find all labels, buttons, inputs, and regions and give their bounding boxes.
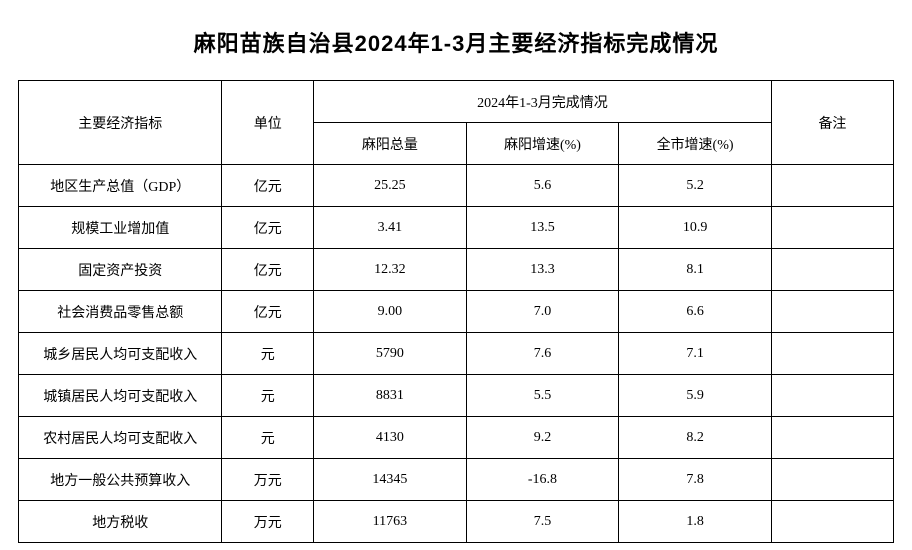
table-body: 地区生产总值（GDP）亿元25.255.65.2规模工业增加值亿元3.4113.… bbox=[19, 165, 894, 543]
cell-local-growth: 5.5 bbox=[466, 375, 619, 417]
cell-note bbox=[771, 207, 893, 249]
table-row: 地方一般公共预算收入万元14345-16.87.8 bbox=[19, 459, 894, 501]
cell-unit: 亿元 bbox=[222, 207, 314, 249]
cell-city-growth: 7.8 bbox=[619, 459, 772, 501]
cell-total: 25.25 bbox=[314, 165, 467, 207]
cell-local-growth: 13.5 bbox=[466, 207, 619, 249]
cell-indicator: 城镇居民人均可支配收入 bbox=[19, 375, 222, 417]
cell-city-growth: 8.1 bbox=[619, 249, 772, 291]
cell-city-growth: 8.2 bbox=[619, 417, 772, 459]
table-header: 主要经济指标 单位 2024年1-3月完成情况 备注 麻阳总量 麻阳增速(%) … bbox=[19, 81, 894, 165]
cell-unit: 元 bbox=[222, 375, 314, 417]
cell-note bbox=[771, 291, 893, 333]
table-row: 固定资产投资亿元12.3213.38.1 bbox=[19, 249, 894, 291]
table-row: 农村居民人均可支配收入元41309.28.2 bbox=[19, 417, 894, 459]
cell-city-growth: 7.1 bbox=[619, 333, 772, 375]
col-header-total: 麻阳总量 bbox=[314, 123, 467, 165]
cell-local-growth: -16.8 bbox=[466, 459, 619, 501]
cell-total: 4130 bbox=[314, 417, 467, 459]
cell-unit: 亿元 bbox=[222, 165, 314, 207]
cell-total: 11763 bbox=[314, 501, 467, 543]
cell-total: 12.32 bbox=[314, 249, 467, 291]
table-row: 城乡居民人均可支配收入元57907.67.1 bbox=[19, 333, 894, 375]
table-row: 城镇居民人均可支配收入元88315.55.9 bbox=[19, 375, 894, 417]
cell-total: 9.00 bbox=[314, 291, 467, 333]
col-header-local-growth: 麻阳增速(%) bbox=[466, 123, 619, 165]
table-row: 社会消费品零售总额亿元9.007.06.6 bbox=[19, 291, 894, 333]
cell-local-growth: 9.2 bbox=[466, 417, 619, 459]
cell-note bbox=[771, 501, 893, 543]
cell-local-growth: 7.0 bbox=[466, 291, 619, 333]
cell-indicator: 地方一般公共预算收入 bbox=[19, 459, 222, 501]
table-row: 地区生产总值（GDP）亿元25.255.65.2 bbox=[19, 165, 894, 207]
cell-local-growth: 13.3 bbox=[466, 249, 619, 291]
cell-city-growth: 6.6 bbox=[619, 291, 772, 333]
table-row: 地方税收万元117637.51.8 bbox=[19, 501, 894, 543]
cell-unit: 万元 bbox=[222, 459, 314, 501]
cell-local-growth: 5.6 bbox=[466, 165, 619, 207]
cell-city-growth: 1.8 bbox=[619, 501, 772, 543]
table-header-row-1: 主要经济指标 单位 2024年1-3月完成情况 备注 bbox=[19, 81, 894, 123]
cell-note bbox=[771, 459, 893, 501]
col-header-unit: 单位 bbox=[222, 81, 314, 165]
cell-indicator: 地区生产总值（GDP） bbox=[19, 165, 222, 207]
cell-note bbox=[771, 375, 893, 417]
cell-note bbox=[771, 417, 893, 459]
cell-total: 5790 bbox=[314, 333, 467, 375]
cell-total: 8831 bbox=[314, 375, 467, 417]
cell-city-growth: 10.9 bbox=[619, 207, 772, 249]
cell-city-growth: 5.2 bbox=[619, 165, 772, 207]
cell-note bbox=[771, 249, 893, 291]
cell-indicator: 社会消费品零售总额 bbox=[19, 291, 222, 333]
economic-indicators-table: 主要经济指标 单位 2024年1-3月完成情况 备注 麻阳总量 麻阳增速(%) … bbox=[18, 80, 894, 543]
cell-local-growth: 7.5 bbox=[466, 501, 619, 543]
page-title: 麻阳苗族自治县2024年1-3月主要经济指标完成情况 bbox=[18, 26, 894, 58]
table-row: 规模工业增加值亿元3.4113.510.9 bbox=[19, 207, 894, 249]
col-header-indicator: 主要经济指标 bbox=[19, 81, 222, 165]
cell-unit: 亿元 bbox=[222, 249, 314, 291]
col-header-note: 备注 bbox=[771, 81, 893, 165]
cell-total: 3.41 bbox=[314, 207, 467, 249]
page-container: 麻阳苗族自治县2024年1-3月主要经济指标完成情况 主要经济指标 单位 202… bbox=[0, 0, 912, 550]
cell-unit: 万元 bbox=[222, 501, 314, 543]
cell-note bbox=[771, 165, 893, 207]
col-header-group: 2024年1-3月完成情况 bbox=[314, 81, 772, 123]
cell-unit: 元 bbox=[222, 417, 314, 459]
cell-indicator: 城乡居民人均可支配收入 bbox=[19, 333, 222, 375]
cell-note bbox=[771, 333, 893, 375]
cell-unit: 亿元 bbox=[222, 291, 314, 333]
cell-indicator: 农村居民人均可支配收入 bbox=[19, 417, 222, 459]
cell-indicator: 规模工业增加值 bbox=[19, 207, 222, 249]
cell-total: 14345 bbox=[314, 459, 467, 501]
cell-indicator: 固定资产投资 bbox=[19, 249, 222, 291]
col-header-city-growth: 全市增速(%) bbox=[619, 123, 772, 165]
cell-local-growth: 7.6 bbox=[466, 333, 619, 375]
cell-unit: 元 bbox=[222, 333, 314, 375]
cell-city-growth: 5.9 bbox=[619, 375, 772, 417]
cell-indicator: 地方税收 bbox=[19, 501, 222, 543]
